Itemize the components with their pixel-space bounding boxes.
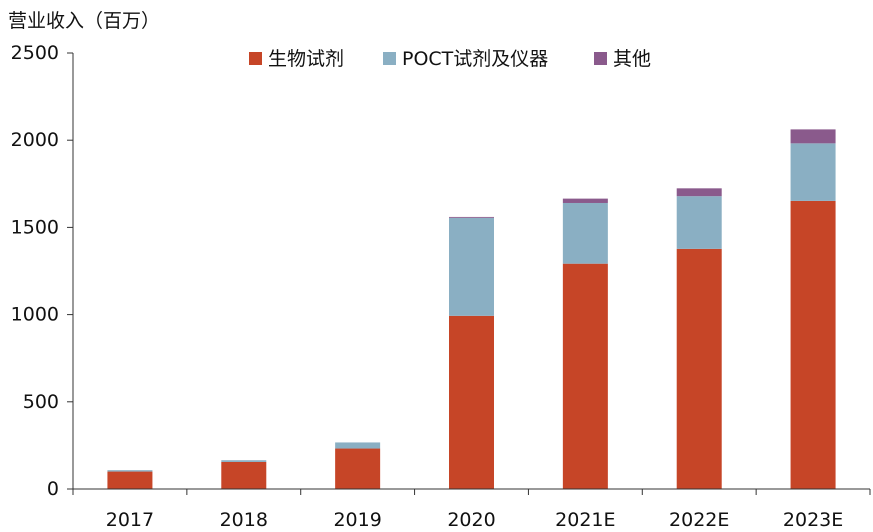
bar-2018-series-1 [221,460,267,462]
legend-label-2: 其他 [613,48,651,70]
x-tick-label-2017: 2017 [106,509,154,531]
y-tick-label-1500: 1500 [11,216,59,238]
y-tick-label-0: 0 [47,478,59,500]
bars-group [107,129,836,489]
bar-2020-series-2 [449,216,494,218]
bar-2021E-series-1 [562,202,608,264]
y-tick-label-500: 500 [23,391,59,413]
bar-2023E-series-1 [790,143,836,201]
x-tick-label-2020: 2020 [447,509,495,531]
bar-2021E-series-0 [562,263,608,489]
bar-2022E-series-2 [676,188,722,197]
bar-2019-series-0 [335,448,381,489]
bar-2021E-series-2 [562,198,608,203]
bar-2019-series-1 [335,442,381,449]
legend-swatch-1 [383,52,396,65]
legend-swatch-2 [594,52,607,65]
bar-2020-series-1 [449,217,494,316]
y-tick-label-1000: 1000 [11,304,59,326]
legend-label-1: POCT试剂及仪器 [402,48,548,70]
x-tick-label-2018: 2018 [220,509,268,531]
x-tick-label-2023E: 2023E [783,509,843,531]
y-tick-label-2000: 2000 [11,129,59,151]
bar-2020-series-0 [449,315,494,489]
bar-2017-series-0 [107,471,153,489]
bar-2022E-series-1 [676,196,722,249]
x-tick-label-2019: 2019 [333,509,381,531]
bar-2023E-series-0 [790,200,836,489]
legend-swatch-0 [249,52,262,65]
x-tick-label-2022E: 2022E [669,509,729,531]
legend: 生物试剂 POCT试剂及仪器 其他 [249,48,651,70]
bar-2023E-series-2 [790,129,836,144]
y-axis-title: 营业收入（百万） [8,10,160,32]
axes-group: 0 500 1000 1500 2000 2500 2017 2018 2019 2020 2021… [11,42,871,531]
bar-2018-series-0 [221,461,267,489]
bar-2022E-series-0 [676,248,722,489]
legend-label-0: 生物试剂 [268,48,344,70]
y-tick-label-2500: 2500 [11,42,59,64]
bar-2017-series-1 [107,470,153,472]
x-tick-label-2021E: 2021E [555,509,615,531]
